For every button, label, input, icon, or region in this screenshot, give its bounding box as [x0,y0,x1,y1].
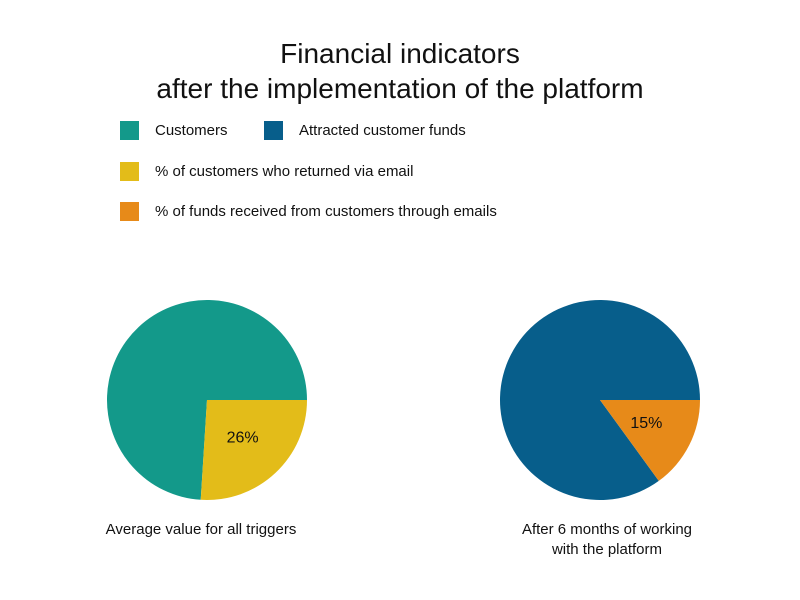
chart-title-line2: after the implementation of the platform [156,73,644,104]
pie-average-slice-minor-label: 26% [227,429,259,446]
pie-six-months-slice-minor-label: 15% [630,415,662,432]
pie-six-months-slice-minor [600,400,700,481]
legend-label-returned-email: % of customers who returned via email [155,162,414,180]
legend-item-funds-email: % of funds received from customers throu… [120,201,497,221]
legend-label-customers: Customers [155,121,228,139]
pie-average-slice-major [106,300,307,500]
legend-swatch-customers [120,120,139,140]
chart-title-line1: Financial indicators [280,38,520,69]
pie-caption-six-months-line1: After 6 months of working [521,521,693,538]
pie-six-months-slice-major [500,299,700,500]
pie-chart-six-months: 15% [500,299,700,500]
pie-chart-average: 26% [106,300,307,500]
chart-title: Financial indicators after the implement… [0,36,800,106]
pie-caption-six-months-line2: with the platform [551,541,663,558]
legend-label-attracted-funds: Attracted customer funds [299,121,466,139]
legend-swatch-attracted-funds [264,120,283,140]
legend-swatch-returned-email [120,161,139,181]
pie-caption-average: Average value for all triggers [105,521,297,538]
pie-caption-six-months: After 6 months of working with the platf… [477,520,737,560]
legend-item-attracted-funds: Attracted customer funds [264,120,466,140]
legend-item-returned-email: % of customers who returned via email [120,161,413,181]
pie-average-slice-minor [200,400,307,500]
legend-label-funds-email: % of funds received from customers throu… [155,202,497,220]
legend-item-customers: Customers [120,120,228,140]
legend-swatch-funds-email [120,201,139,221]
